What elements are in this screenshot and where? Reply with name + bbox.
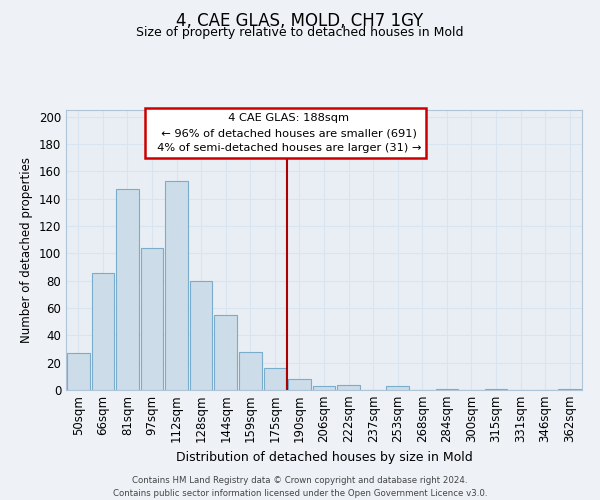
Y-axis label: Number of detached properties: Number of detached properties [20, 157, 33, 343]
Bar [313, 386, 335, 390]
Bar [165, 181, 188, 390]
Bar [485, 388, 508, 390]
Bar [559, 388, 581, 390]
Bar [386, 386, 409, 390]
Bar [214, 315, 237, 390]
Bar [92, 272, 114, 390]
Bar [190, 280, 212, 390]
Bar [67, 353, 89, 390]
Text: 4 CAE GLAS: 188sqm
  ← 96% of detached houses are smaller (691)
  4% of semi-det: 4 CAE GLAS: 188sqm ← 96% of detached hou… [149, 113, 421, 153]
Text: Size of property relative to detached houses in Mold: Size of property relative to detached ho… [136, 26, 464, 39]
X-axis label: Distribution of detached houses by size in Mold: Distribution of detached houses by size … [176, 451, 472, 464]
Bar [140, 248, 163, 390]
Bar [116, 189, 139, 390]
Bar [337, 384, 360, 390]
Text: 4, CAE GLAS, MOLD, CH7 1GY: 4, CAE GLAS, MOLD, CH7 1GY [176, 12, 424, 30]
Bar [288, 379, 311, 390]
Bar [239, 352, 262, 390]
Text: Contains HM Land Registry data © Crown copyright and database right 2024.
Contai: Contains HM Land Registry data © Crown c… [113, 476, 487, 498]
Bar [263, 368, 286, 390]
Bar [436, 388, 458, 390]
